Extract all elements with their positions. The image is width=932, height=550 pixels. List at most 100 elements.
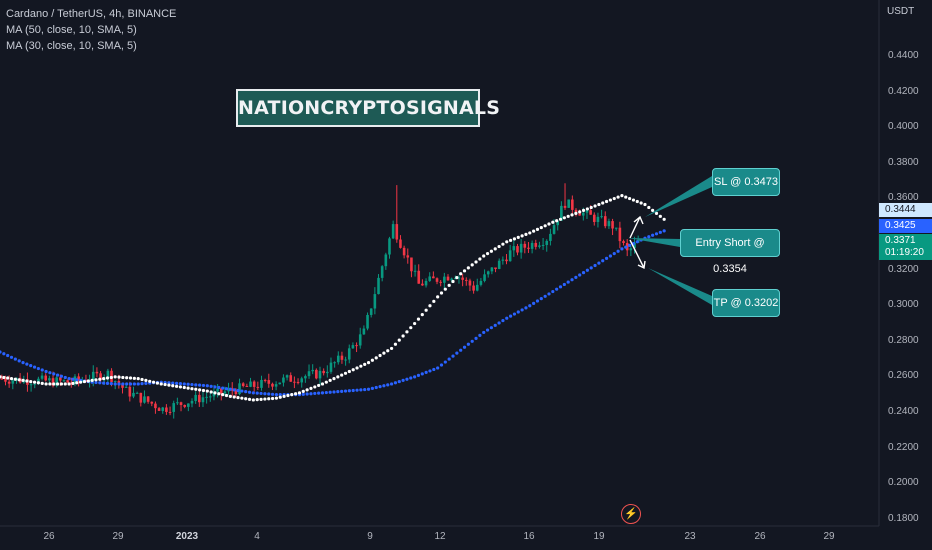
x-tick-year: 2023 (175, 531, 199, 542)
ma30-point (309, 386, 313, 390)
ma30-point (370, 358, 374, 362)
ma30-point (282, 394, 286, 398)
ma30-point (532, 229, 536, 233)
ma30-point (267, 397, 271, 401)
ma50-point (217, 385, 221, 390)
ma50-point (547, 292, 551, 296)
ma50-point (478, 333, 482, 337)
candle-body (245, 385, 249, 387)
ma50-point (263, 392, 267, 396)
ma50-point (420, 372, 424, 376)
candle-body (172, 403, 176, 412)
candle-body (355, 345, 358, 347)
candle-body (260, 379, 263, 388)
ma30-point (562, 216, 566, 220)
ma30-point (443, 287, 447, 291)
candle-body (55, 377, 58, 386)
candle-body (344, 359, 347, 361)
ma50-point (374, 385, 378, 390)
ma50-point (516, 310, 520, 314)
ma30-point (520, 234, 524, 238)
candle-body (475, 284, 479, 291)
ma30-point (416, 317, 421, 321)
ma30-point (462, 269, 467, 273)
candle-body (432, 276, 435, 279)
ma30-point (528, 231, 532, 235)
ma30-point (186, 386, 190, 390)
ma30-point (363, 362, 367, 367)
ma50-point (393, 381, 398, 385)
entry-short-callout[interactable]: Entry Short @ 0.3354 (680, 229, 780, 275)
ma30-point (79, 380, 83, 384)
ma30-point (581, 208, 586, 213)
ma50-point (501, 318, 505, 323)
candle-body (611, 221, 614, 229)
ma50-point (174, 381, 179, 385)
symbol-title: Cardano / TetherUS, 4h, BINANCE (6, 8, 177, 20)
candle-body (315, 369, 318, 379)
ma30-point (286, 393, 290, 398)
ma30-point (224, 393, 229, 398)
ma50-point (117, 382, 121, 386)
candle-body (358, 334, 362, 346)
candle-body (369, 308, 373, 315)
ma30-point (29, 379, 33, 384)
x-tick: 23 (684, 531, 696, 542)
candle-body (336, 355, 340, 363)
ma30-point (75, 381, 79, 385)
ma50-point (2, 352, 6, 356)
candle-body (29, 384, 33, 386)
candle-body (402, 247, 406, 256)
take-profit-callout[interactable]: TP @ 0.3202 (712, 289, 780, 317)
candle-body (216, 388, 219, 392)
ma30-point (524, 232, 528, 236)
ma50-point (9, 355, 14, 359)
ma30-point (132, 376, 136, 380)
ma50-point (259, 391, 263, 396)
ma30-point (232, 395, 236, 399)
candle-body (168, 411, 172, 413)
candle-body (468, 280, 472, 286)
ma30-point (94, 378, 98, 382)
ma30-point (493, 247, 497, 251)
ma30-point (639, 201, 643, 205)
ma30-point (558, 217, 563, 221)
ma50-point (612, 252, 616, 256)
candle-body (362, 328, 366, 335)
ma50-point (59, 374, 64, 378)
candle-body (560, 205, 563, 221)
candle-body (7, 381, 11, 384)
ma30-point (608, 198, 613, 202)
lightning-icon[interactable]: ⚡ (621, 504, 641, 524)
candle-body (165, 407, 168, 412)
ma30-point (2, 375, 6, 380)
candle-body (33, 383, 37, 385)
last-price-tag: 0.3371 01:19:20 (879, 234, 932, 260)
ma50-point (462, 345, 467, 349)
ma30-point (328, 378, 332, 382)
ma50-point (474, 336, 478, 340)
ma50-point (436, 366, 440, 370)
y-tick: 0.4400 (888, 50, 919, 61)
entry-callout-pointer (628, 238, 680, 247)
y-tick: 0.3000 (888, 299, 919, 310)
y-tick: 0.2200 (888, 442, 919, 453)
ma30-point (278, 395, 282, 399)
stop-loss-callout[interactable]: SL @ 0.3473 (712, 168, 780, 196)
ma50-point (167, 381, 171, 385)
candle-body (95, 371, 99, 374)
candle-body (464, 279, 468, 281)
ma50-point (48, 371, 52, 375)
candle-body (322, 370, 325, 374)
candle-body (190, 400, 194, 404)
candle-body (179, 402, 183, 405)
candle-body (512, 246, 516, 251)
ma30-point (236, 395, 240, 400)
ma30-point (324, 380, 328, 384)
ma30-point (301, 389, 305, 393)
y-tick: 0.2600 (888, 370, 919, 381)
ma50-point (109, 382, 113, 386)
candle-body (230, 388, 234, 391)
candle-body (589, 210, 592, 215)
